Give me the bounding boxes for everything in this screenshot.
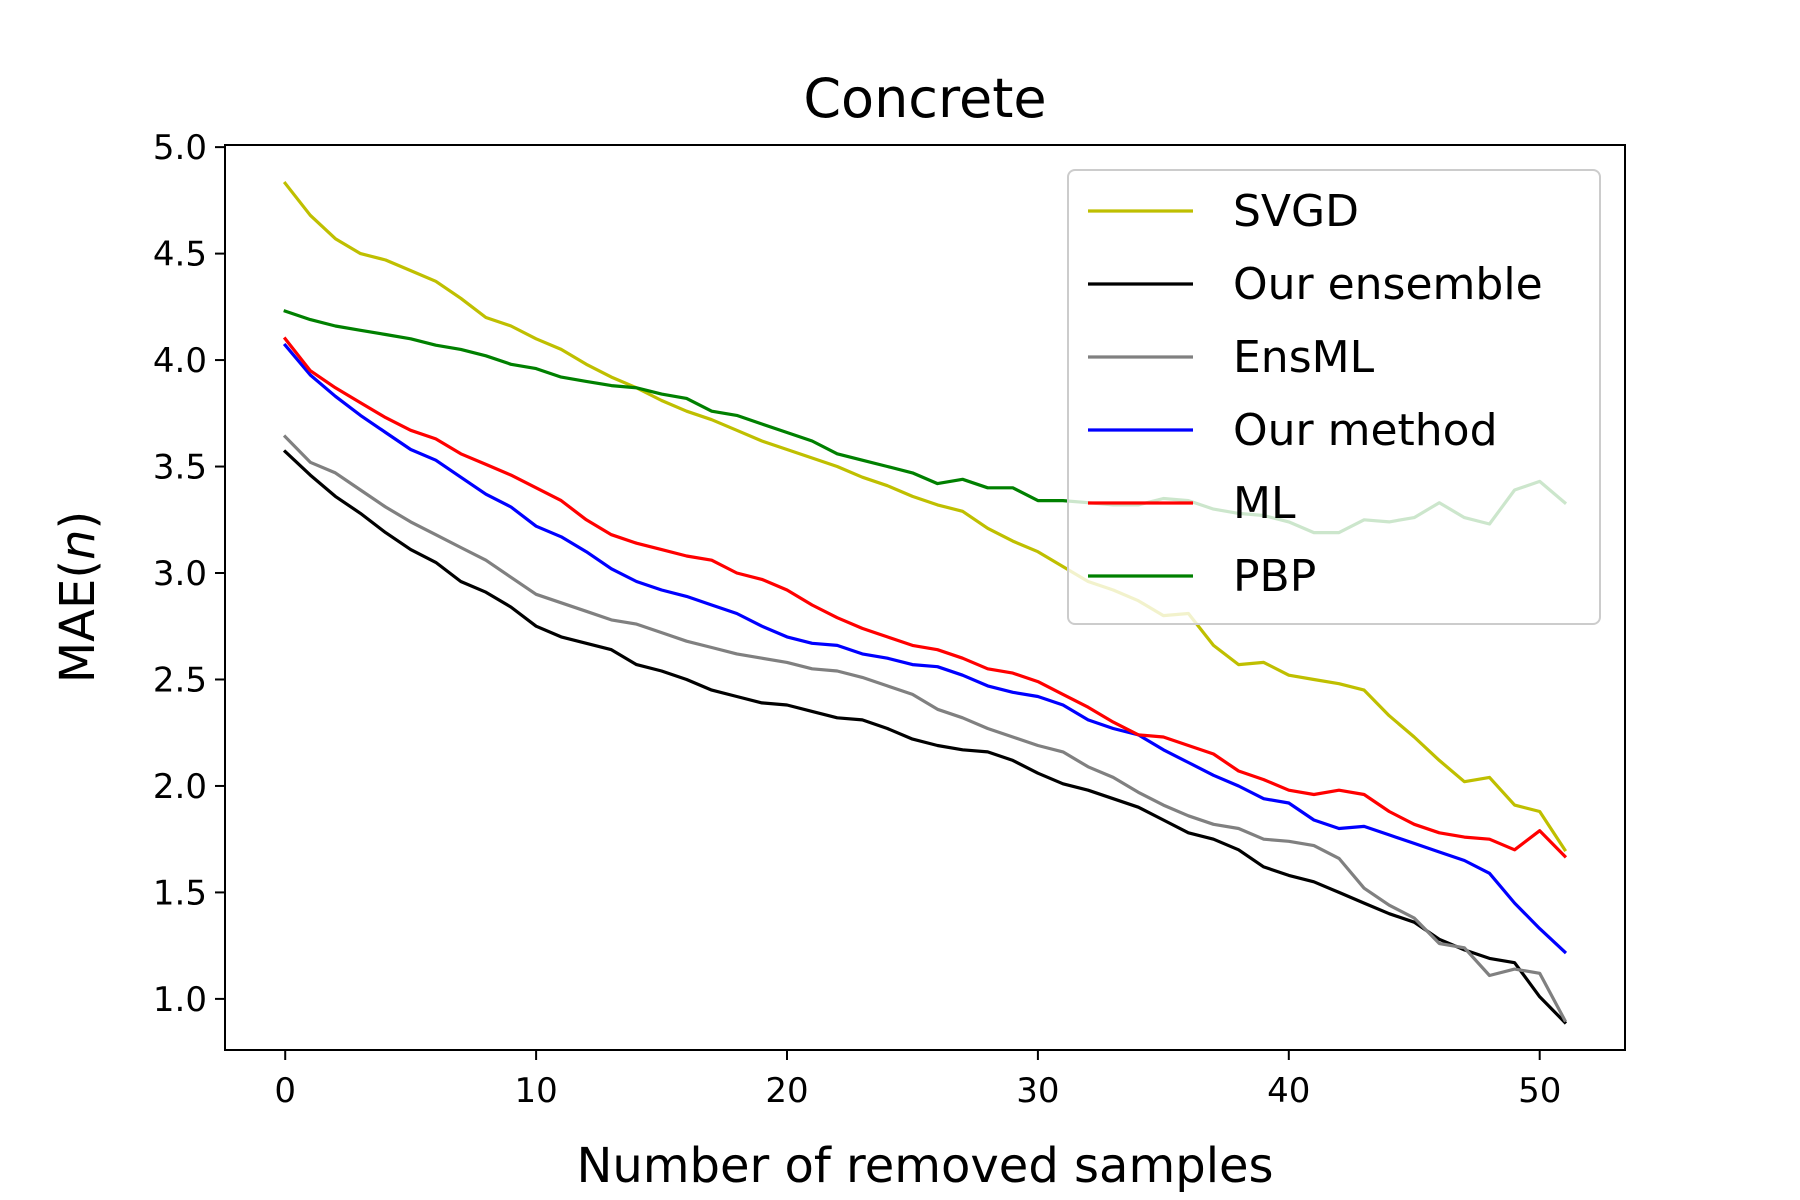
y-tick-label: 1.0 (153, 980, 207, 1020)
x-tick-label: 20 (765, 1071, 808, 1111)
x-tick-label: 30 (1016, 1071, 1059, 1111)
series-line-ensml (282, 434, 1567, 1023)
series-line-svgd (282, 181, 1568, 853)
plot-area-frame (224, 144, 1626, 1051)
y-axis-label-variable: n (50, 530, 106, 560)
x-tick-label: 50 (1518, 1071, 1561, 1111)
x-tick-label: 0 (274, 1071, 296, 1111)
legend-label: Our method (1233, 405, 1498, 456)
series-line-our-ensemble (282, 449, 1568, 1025)
y-axis-label-suffix: ) (50, 511, 106, 530)
series-line-our-method (282, 342, 1568, 955)
legend-label: Our ensemble (1233, 259, 1543, 310)
y-tick-label: 2.0 (153, 767, 207, 807)
legend: SVGD Our ensemble EnsML Our method ML PBP (1067, 169, 1601, 625)
y-tick-label: 2.5 (153, 660, 207, 700)
series-line-ml (282, 336, 1568, 859)
y-axis-label-prefix: MAE( (50, 560, 106, 683)
legend-label: EnsML (1233, 332, 1375, 383)
x-axis-label: Number of removed samples (576, 1138, 1273, 1194)
y-tick-label: 5.0 (153, 128, 207, 168)
legend-label: SVGD (1233, 186, 1359, 237)
y-tick-label: 3.0 (153, 554, 207, 594)
y-tick-label: 4.0 (153, 341, 207, 381)
legend-label: PBP (1233, 551, 1316, 602)
chart-title: Concrete (803, 67, 1046, 130)
y-axis-label: MAE(n) (50, 511, 106, 683)
y-axis-ticks: 1.0 1.5 2.0 2.5 3.0 3.5 4.0 4.5 5.0 (153, 128, 225, 1020)
x-tick-label: 10 (514, 1071, 557, 1111)
legend-entries: SVGD Our ensemble EnsML Our method ML PBP (1088, 186, 1543, 602)
x-tick-label: 40 (1267, 1071, 1310, 1111)
y-tick-label: 1.5 (153, 873, 207, 913)
legend-label: ML (1233, 478, 1296, 529)
legend-box (1067, 169, 1601, 625)
y-tick-label: 4.5 (153, 235, 207, 275)
y-tick-label: 3.5 (153, 448, 207, 488)
series-layer (282, 181, 1568, 1025)
x-axis-ticks: 0 10 20 30 40 50 (274, 1050, 1561, 1111)
